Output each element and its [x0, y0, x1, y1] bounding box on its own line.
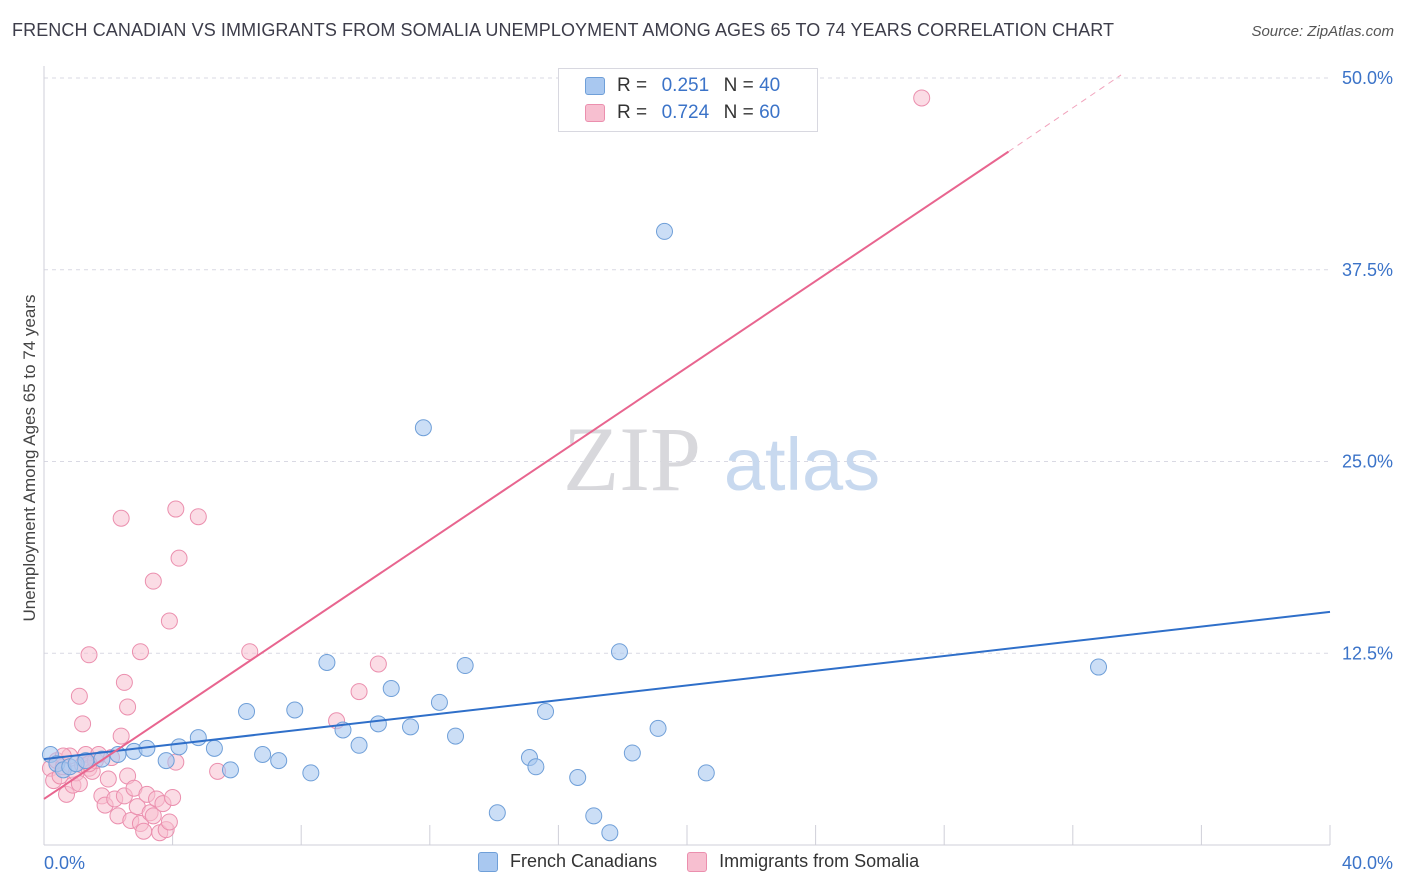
data-point-somalia	[350, 683, 368, 701]
x-tick-labels: 0.0% 40.0%	[44, 853, 1393, 873]
data-point-french-canadian	[447, 727, 465, 745]
data-point-somalia	[164, 788, 182, 806]
legend-label-french-canadians: French Canadians	[510, 851, 658, 871]
legend-swatch-french-canadians	[478, 851, 498, 872]
watermark-atlas: atlas	[724, 423, 880, 506]
data-point-somalia	[160, 612, 178, 630]
data-point-french-canadian	[221, 761, 239, 779]
legend-swatch-somalia	[687, 851, 708, 872]
data-point-somalia	[115, 673, 133, 691]
data-point-somalia	[119, 698, 137, 716]
data-point-somalia	[99, 770, 117, 788]
trend-lines	[43, 74, 1331, 800]
data-point-french-canadian	[157, 752, 175, 770]
y-axis-label: Unemployment Among Ages 65 to 74 years	[20, 294, 39, 622]
data-point-somalia	[112, 509, 130, 527]
legend-n-value: 60	[759, 102, 781, 123]
trend-line-somalia	[43, 150, 1010, 800]
data-point-french-canadian	[623, 744, 641, 762]
data-point-french-canadian	[170, 738, 188, 756]
x-tick-label-min: 0.0%	[44, 853, 85, 873]
data-point-french-canadian	[601, 824, 619, 842]
data-point-french-canadian	[527, 758, 545, 776]
data-point-somalia	[131, 643, 149, 661]
data-point-french-canadian	[318, 653, 336, 671]
data-point-french-canadian	[286, 701, 304, 719]
data-point-french-canadian	[456, 657, 474, 675]
data-point-french-canadian	[382, 680, 400, 698]
chart-title: FRENCH CANADIAN VS IMMIGRANTS FROM SOMAL…	[12, 20, 1115, 40]
source-credit: Source: ZipAtlas.com	[1251, 23, 1394, 40]
legend-n-label: N =	[723, 102, 754, 123]
data-point-french-canadian	[697, 764, 715, 782]
correlation-legend: R = 0.251 N = 40 R = 0.724 N = 60	[558, 68, 818, 132]
data-point-somalia	[160, 813, 178, 831]
data-point-french-canadian	[254, 745, 272, 763]
legend-swatch-blue	[585, 77, 605, 95]
y-tick-label: 37.5%	[1342, 260, 1393, 280]
y-tick-label: 50.0%	[1342, 68, 1393, 88]
data-point-somalia	[369, 655, 387, 673]
data-point-french-canadian	[655, 222, 673, 240]
data-point-french-canadian	[238, 703, 256, 721]
data-point-somalia	[913, 89, 931, 107]
legend-r-label: R =	[617, 102, 648, 123]
data-point-somalia	[144, 807, 162, 825]
legend-row-french-canadians: R = 0.251 N = 40	[585, 74, 780, 98]
data-point-french-canadian	[205, 739, 223, 757]
data-point-french-canadian	[270, 752, 288, 770]
legend-n-label: N =	[723, 75, 754, 96]
data-point-somalia	[112, 727, 130, 745]
data-point-somalia	[80, 646, 98, 664]
data-point-french-canadian	[350, 736, 368, 754]
data-point-somalia	[144, 572, 162, 590]
legend-swatch-pink	[585, 104, 605, 122]
data-point-somalia	[70, 687, 88, 705]
data-point-french-canadian	[402, 718, 420, 736]
legend-r-label: R =	[617, 75, 648, 96]
data-point-french-canadian	[610, 643, 628, 661]
y-tick-labels: 12.5% 25.0% 37.5% 50.0%	[1342, 68, 1393, 663]
watermark: ZIP atlas	[563, 408, 880, 510]
data-point-french-canadian	[1090, 658, 1108, 676]
legend-n-value: 40	[759, 75, 781, 96]
legend-r-value: 0.251	[661, 75, 710, 96]
legend-r-value: 0.724	[661, 102, 710, 123]
data-point-french-canadian	[369, 715, 387, 733]
grid-lines	[44, 77, 1330, 654]
data-point-french-canadian	[488, 804, 506, 822]
data-point-somalia	[167, 500, 185, 518]
data-point-french-canadian	[585, 807, 603, 825]
axes	[43, 66, 1331, 846]
data-point-french-canadian	[537, 703, 555, 721]
data-point-french-canadian	[414, 419, 432, 437]
data-point-french-canadian	[430, 693, 448, 711]
series-french-canadian-points	[41, 222, 1108, 842]
y-tick-label: 12.5%	[1342, 643, 1393, 663]
trend-line-french-canadians	[43, 610, 1331, 761]
data-point-somalia	[74, 715, 92, 733]
data-point-french-canadian	[302, 764, 320, 782]
data-point-french-canadian	[569, 769, 587, 787]
y-tick-label: 25.0%	[1342, 452, 1393, 472]
watermark-zip: ZIP	[563, 408, 701, 510]
data-point-somalia	[170, 549, 188, 567]
legend-row-somalia: R = 0.724 N = 60	[585, 101, 780, 125]
data-point-somalia	[189, 508, 207, 526]
data-point-somalia	[135, 822, 153, 840]
data-point-french-canadian	[649, 719, 667, 737]
x-tick-label-max: 40.0%	[1342, 853, 1393, 873]
series-legend: French Canadians Immigrants from Somalia	[478, 851, 919, 872]
legend-label-somalia: Immigrants from Somalia	[719, 851, 920, 871]
data-point-french-canadian	[189, 729, 207, 747]
trend-line-somalia-extension	[1008, 74, 1122, 153]
